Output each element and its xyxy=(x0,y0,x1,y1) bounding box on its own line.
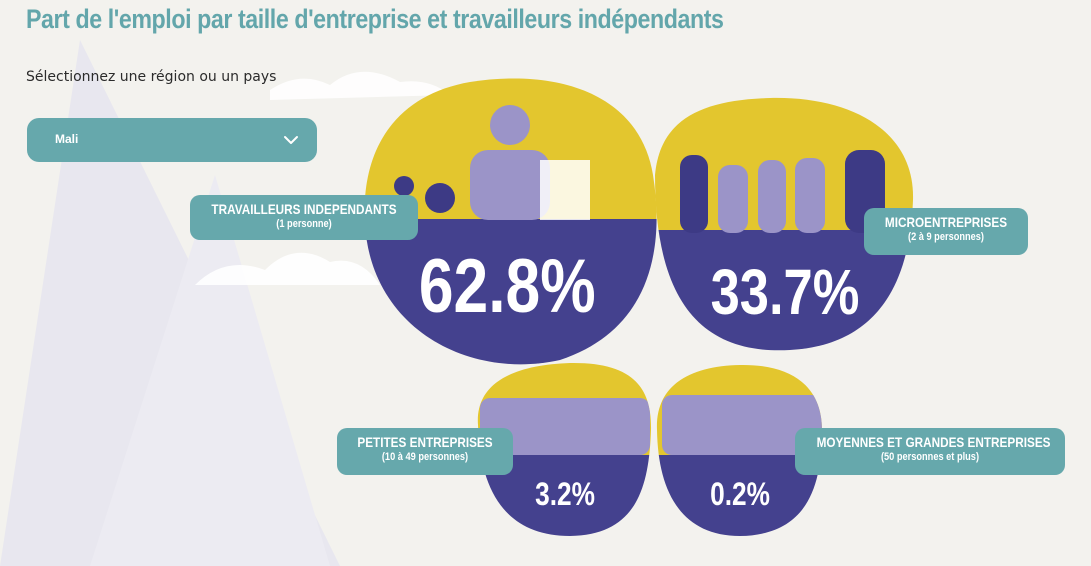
label-main: PETITES ENTREPRISES xyxy=(357,434,493,450)
page-title: Part de l'emploi par taille d'entreprise… xyxy=(26,4,724,34)
crowd-silhouette xyxy=(480,398,650,455)
label-main: MICROENTREPRISES xyxy=(884,214,1008,230)
region-select-label: Sélectionnez une région ou un pays xyxy=(26,69,277,85)
label-sub: (1 personne) xyxy=(276,218,332,230)
gear-icon xyxy=(394,176,455,213)
value-self-employed: 62.8% xyxy=(418,244,596,329)
region-select-value: Mali xyxy=(55,132,79,146)
value-small: 3.2% xyxy=(535,476,595,512)
label-micro: MICROENTREPRISES (2 à 9 personnes) xyxy=(864,208,1028,255)
chevron-down-icon xyxy=(284,136,298,144)
label-small: PETITES ENTREPRISES (10 à 49 personnes) xyxy=(337,428,513,475)
mountain-small xyxy=(90,175,330,566)
label-sub: (2 à 9 personnes) xyxy=(907,231,984,243)
label-self-employed: TRAVAILLEURS INDEPENDANTS (1 personne) xyxy=(190,195,418,240)
crowd-silhouette xyxy=(662,395,822,455)
label-sub: (10 à 49 personnes) xyxy=(381,451,469,463)
label-large: MOYENNES ET GRANDES ENTREPRISES (50 pers… xyxy=(795,428,1065,475)
cloud-middle xyxy=(195,252,380,285)
cloud-top xyxy=(270,71,450,100)
worker-silhouette xyxy=(470,105,590,220)
value-micro: 33.7% xyxy=(710,256,860,328)
region-select[interactable]: Mali xyxy=(27,118,317,162)
label-main: MOYENNES ET GRANDES ENTREPRISES xyxy=(816,434,1051,450)
value-large: 0.2% xyxy=(710,476,770,512)
label-main: TRAVAILLEURS INDEPENDANTS xyxy=(211,201,397,217)
label-sub: (50 personnes et plus) xyxy=(880,451,980,463)
